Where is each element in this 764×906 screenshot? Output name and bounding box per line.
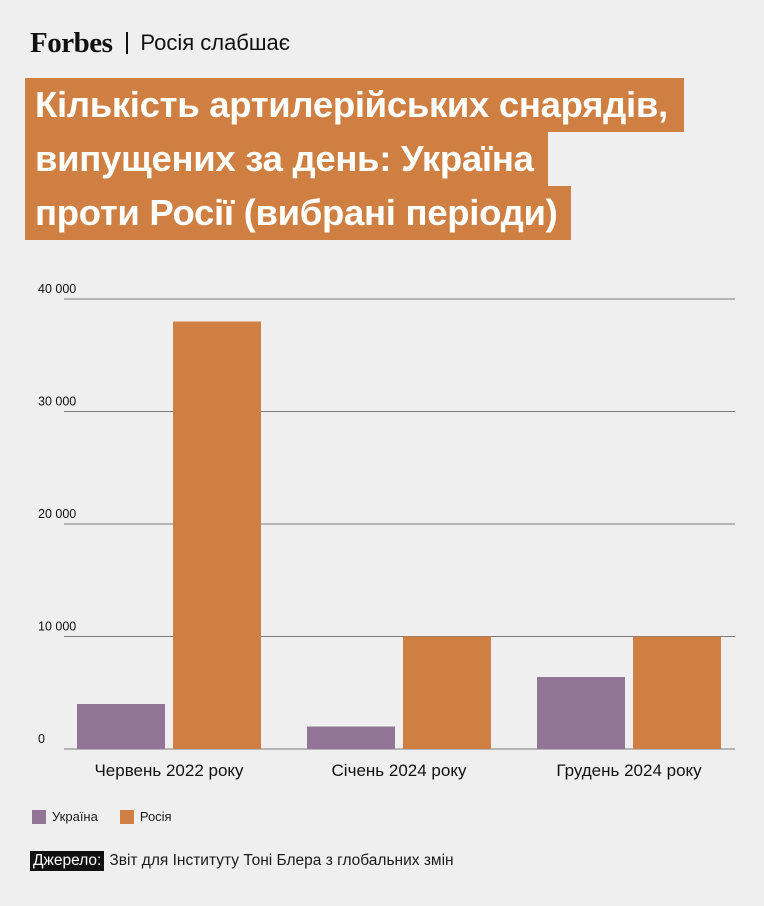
x-category-label: Грудень 2024 року [556,761,702,780]
legend-label: Україна [52,809,98,824]
bar-ukraine [77,704,165,749]
bar-ukraine [537,677,625,749]
bar-russia [633,636,721,749]
title-line: випущених за день: Україна [25,132,737,186]
chart-title: Кількість артилерійських снарядів, випущ… [25,78,737,240]
y-tick-label: 40 000 [38,282,76,296]
legend-label: Росія [139,809,172,824]
x-category-label: Червень 2022 року [94,761,244,780]
bar-russia [403,636,491,749]
y-tick-label: 10 000 [38,620,76,634]
bar-ukraine [307,726,395,749]
title-line-text: випущених за день: Україна [25,132,548,186]
legend: Україна Росія [32,809,194,824]
header: Forbes Росія слабшає [30,26,290,60]
source-note: Джерело: Звіт для Інституту Тоні Блера з… [30,851,454,871]
title-line-text: проти Росії (вибрані періоди) [25,186,572,240]
source-label: Джерело: [30,851,105,871]
legend-swatch [119,809,134,824]
legend-item: Росія [119,809,172,824]
y-tick-label: 0 [38,732,45,746]
title-line-text: Кількість артилерійських снарядів, [25,78,684,132]
legend-item: Україна [32,809,98,824]
y-tick-label: 20 000 [38,507,76,521]
forbes-logo: Forbes [30,26,113,59]
bar-chart: 0 10 000 20 000 30 000 40 000 Червень 2022 ро… [38,282,735,780]
section-title: Росія слабшає [140,30,291,55]
bar-russia [173,321,261,749]
x-category-label: Січень 2024 року [332,761,467,780]
legend-swatch [32,809,46,824]
source-text: Звіт для Інституту Тоні Блера з глобальн… [109,852,454,869]
header-divider [126,32,129,54]
y-tick-label: 30 000 [38,395,76,409]
title-line: Кількість артилерійських снарядів, [25,78,737,132]
title-line: проти Росії (вибрані періоди) [25,186,737,240]
